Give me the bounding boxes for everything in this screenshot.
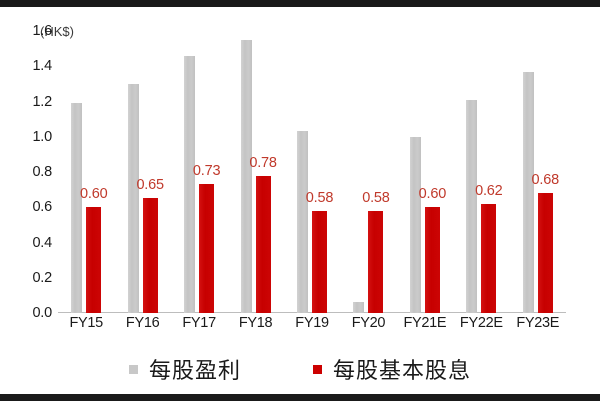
bar-eps (296, 131, 308, 313)
bottom-border-band (0, 394, 600, 401)
x-axis-tick-label: FY18 (238, 315, 273, 331)
bar-dps (481, 203, 497, 313)
bar-dps (86, 207, 102, 313)
x-axis-tick-label: FY17 (182, 315, 216, 331)
top-border-band (0, 0, 600, 7)
x-axis-tick-label: FY16 (125, 315, 160, 331)
bar-value-label: 0.62 (475, 182, 503, 199)
y-axis-tick-label: 0.0 (32, 305, 52, 321)
x-axis-tick-label: FY21E (403, 315, 447, 331)
x-axis-tick-label: FY22E (459, 315, 503, 331)
bar-value-label: 0.60 (418, 186, 447, 203)
bar-eps (71, 103, 83, 313)
y-axis: 0.0 0.2 0.4 0.6 0.8 1.0 1.2 1.4 1.6 (0, 0, 58, 321)
bar-dps (142, 198, 158, 313)
x-axis-tick-label: FY23E (516, 315, 560, 331)
bar-group: 0.73 (171, 31, 227, 313)
x-axis-tick-label: FY19 (295, 315, 329, 331)
bar-group: 0.58 (284, 31, 340, 313)
bar-eps (127, 83, 139, 313)
x-axis: FY15 FY16 FY17 FY18 FY19 FY20 FY21E FY22E FY23E (58, 315, 566, 339)
bar-group: 0.78 (227, 31, 283, 313)
bar-value-label: 0.68 (531, 172, 560, 189)
y-axis-unit-label: (HK$) (40, 24, 74, 39)
bar-group: 0.60 (397, 31, 453, 313)
bar-value-label: 0.65 (136, 177, 164, 194)
bar-eps (353, 302, 365, 313)
square-marker-gray (128, 364, 138, 374)
legend-item[interactable]: 每股盈利 (128, 353, 241, 385)
bar-value-label: 0.58 (305, 189, 334, 206)
bar-dps (255, 175, 271, 313)
bar-dps (199, 184, 215, 313)
bar-group: 0.58 (340, 31, 396, 313)
bar-group: 0.60 (58, 31, 114, 313)
x-axis-tick-label: FY20 (351, 315, 386, 331)
y-axis-tick-label: 1.2 (32, 93, 52, 110)
legend-item[interactable]: 每股基本股息 (313, 353, 471, 385)
bar-eps (240, 39, 252, 313)
y-axis-tick-label: 0.4 (32, 234, 52, 251)
y-axis-tick-label: 1.0 (32, 128, 52, 145)
bar-group: 0.62 (453, 31, 509, 313)
plot-area: 0.60 0.65 0.73 0.78 0.58 0.58 0.60 0.62 0.68 (58, 31, 566, 313)
x-axis-tick-label: FY15 (69, 315, 103, 331)
bar-value-label: 0.78 (249, 154, 277, 171)
legend-item-label: 每股盈利 (148, 359, 241, 384)
bar-eps (409, 136, 421, 313)
bar-eps (522, 71, 534, 313)
bar-value-label: 0.73 (192, 163, 221, 180)
bar-group: 0.68 (510, 31, 566, 313)
bar-dps (537, 193, 553, 313)
y-axis-tick-label: 1.6 (32, 23, 52, 39)
bar-dps (368, 210, 384, 313)
bar-dps (424, 207, 440, 313)
square-marker-red (313, 364, 322, 374)
bar-value-label: 0.60 (80, 186, 108, 203)
legend-item-label: 每股基本股息 (333, 359, 472, 384)
y-axis-tick-label: 0.6 (32, 199, 52, 216)
y-axis-tick-label: 0.2 (32, 269, 52, 286)
y-axis-tick-label: 0.8 (32, 164, 52, 180)
chart-legend: 每股盈利 每股基本股息 (0, 350, 600, 388)
bar-eps (184, 55, 196, 313)
bar-value-label: 0.58 (362, 189, 390, 206)
y-axis-tick-label: 1.4 (32, 58, 52, 75)
bar-dps (311, 210, 327, 313)
bar-group: 0.65 (114, 31, 170, 313)
bar-eps (466, 99, 478, 313)
